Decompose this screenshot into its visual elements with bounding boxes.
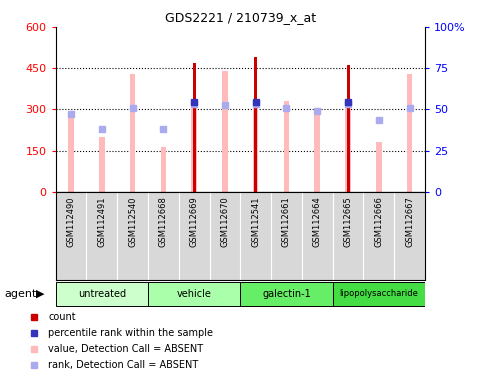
Bar [130, 74, 135, 192]
Bar [284, 101, 289, 192]
Bar [333, 282, 425, 306]
Bar [254, 57, 257, 192]
Text: GSM112666: GSM112666 [374, 197, 384, 247]
Bar [314, 111, 320, 192]
Bar [56, 282, 148, 306]
Text: GSM112491: GSM112491 [97, 197, 106, 247]
Bar [345, 104, 351, 192]
Text: ▶: ▶ [36, 289, 45, 299]
Text: GSM112665: GSM112665 [343, 197, 353, 247]
Text: GSM112664: GSM112664 [313, 197, 322, 247]
Bar [191, 104, 197, 192]
Text: GSM112669: GSM112669 [190, 197, 199, 247]
Bar [222, 71, 227, 192]
Title: GDS2221 / 210739_x_at: GDS2221 / 210739_x_at [165, 11, 316, 24]
Bar [346, 65, 350, 192]
Text: GSM112661: GSM112661 [282, 197, 291, 247]
Bar [68, 112, 74, 192]
Bar [253, 104, 258, 192]
Text: percentile rank within the sample: percentile rank within the sample [48, 328, 213, 338]
Text: count: count [48, 312, 76, 322]
Bar [376, 142, 382, 192]
Text: lipopolysaccharide: lipopolysaccharide [340, 289, 418, 298]
Text: GSM112668: GSM112668 [159, 197, 168, 247]
Text: galectin-1: galectin-1 [262, 289, 311, 299]
Text: GSM112667: GSM112667 [405, 197, 414, 247]
Text: untreated: untreated [78, 289, 126, 299]
Bar [148, 282, 241, 306]
Text: GSM112670: GSM112670 [220, 197, 229, 247]
Bar [240, 282, 333, 306]
Bar [193, 63, 196, 192]
Bar [407, 74, 412, 192]
Text: value, Detection Call = ABSENT: value, Detection Call = ABSENT [48, 344, 203, 354]
Text: GSM112490: GSM112490 [67, 197, 75, 247]
Bar [160, 147, 166, 192]
Text: rank, Detection Call = ABSENT: rank, Detection Call = ABSENT [48, 360, 199, 370]
Text: GSM112541: GSM112541 [251, 197, 260, 247]
Text: agent: agent [5, 289, 37, 299]
Text: GSM112540: GSM112540 [128, 197, 137, 247]
Bar [99, 137, 104, 192]
Text: vehicle: vehicle [177, 289, 212, 299]
